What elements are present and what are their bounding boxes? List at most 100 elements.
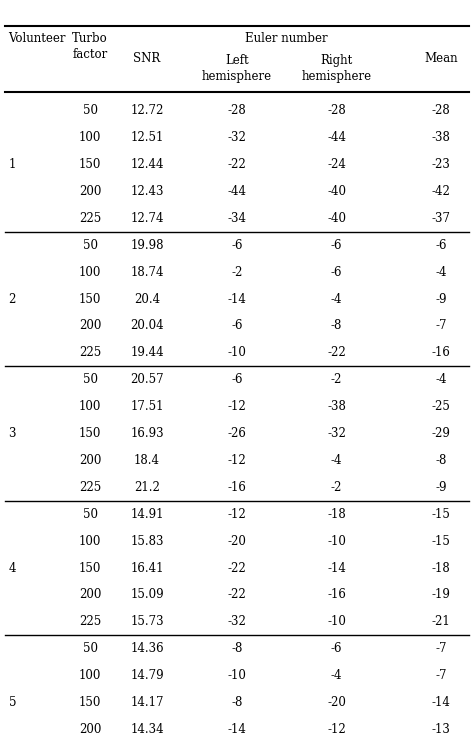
Text: -38: -38: [327, 400, 346, 413]
Text: -40: -40: [327, 185, 346, 198]
Text: -4: -4: [435, 373, 447, 386]
Text: -20: -20: [327, 696, 346, 709]
Text: 15.83: 15.83: [130, 534, 164, 548]
Text: -22: -22: [228, 562, 246, 575]
Text: 14.79: 14.79: [130, 669, 164, 682]
Text: -4: -4: [331, 293, 342, 306]
Text: 3: 3: [9, 427, 16, 440]
Text: -9: -9: [435, 481, 447, 494]
Text: -15: -15: [431, 534, 450, 548]
Text: -4: -4: [435, 265, 447, 279]
Text: Left
hemisphere: Left hemisphere: [202, 54, 272, 83]
Text: 14.34: 14.34: [130, 723, 164, 736]
Text: -12: -12: [228, 508, 246, 521]
Text: 21.2: 21.2: [134, 481, 160, 494]
Text: 225: 225: [79, 615, 101, 629]
Text: -14: -14: [228, 723, 246, 736]
Text: 19.98: 19.98: [130, 239, 164, 252]
Text: 200: 200: [79, 185, 101, 198]
Text: -2: -2: [331, 373, 342, 386]
Text: SNR: SNR: [133, 52, 161, 66]
Text: 150: 150: [79, 158, 101, 171]
Text: -8: -8: [231, 642, 243, 655]
Text: Right
hemisphere: Right hemisphere: [301, 54, 372, 83]
Text: -22: -22: [228, 588, 246, 601]
Text: -42: -42: [431, 185, 450, 198]
Text: 200: 200: [79, 723, 101, 736]
Text: -22: -22: [228, 158, 246, 171]
Text: 16.41: 16.41: [130, 562, 164, 575]
Text: -28: -28: [327, 104, 346, 117]
Text: -16: -16: [431, 346, 450, 360]
Text: 12.43: 12.43: [130, 185, 164, 198]
Text: 225: 225: [79, 212, 101, 225]
Text: -12: -12: [228, 454, 246, 467]
Text: 19.44: 19.44: [130, 346, 164, 360]
Text: -28: -28: [228, 104, 246, 117]
Text: -9: -9: [435, 293, 447, 306]
Text: 18.4: 18.4: [134, 454, 160, 467]
Text: 14.17: 14.17: [130, 696, 164, 709]
Text: 4: 4: [9, 562, 16, 575]
Text: -16: -16: [327, 588, 346, 601]
Text: -32: -32: [228, 615, 246, 629]
Text: -10: -10: [228, 669, 246, 682]
Text: -18: -18: [327, 508, 346, 521]
Text: -7: -7: [435, 669, 447, 682]
Text: Euler number: Euler number: [246, 32, 328, 45]
Text: -25: -25: [431, 400, 450, 413]
Text: 100: 100: [79, 131, 101, 144]
Text: 20.4: 20.4: [134, 293, 160, 306]
Text: 225: 225: [79, 346, 101, 360]
Text: -4: -4: [331, 669, 342, 682]
Text: -10: -10: [327, 534, 346, 548]
Text: 150: 150: [79, 696, 101, 709]
Text: 15.73: 15.73: [130, 615, 164, 629]
Text: 17.51: 17.51: [130, 400, 164, 413]
Text: 200: 200: [79, 588, 101, 601]
Text: -16: -16: [228, 481, 246, 494]
Text: -10: -10: [228, 346, 246, 360]
Text: -14: -14: [327, 562, 346, 575]
Text: 2: 2: [9, 293, 16, 306]
Text: 200: 200: [79, 319, 101, 332]
Text: 50: 50: [82, 508, 98, 521]
Text: -8: -8: [231, 696, 243, 709]
Text: -6: -6: [331, 239, 342, 252]
Text: 50: 50: [82, 642, 98, 655]
Text: 50: 50: [82, 239, 98, 252]
Text: Volunteer: Volunteer: [9, 32, 66, 45]
Text: -6: -6: [331, 265, 342, 279]
Text: 100: 100: [79, 534, 101, 548]
Text: 14.91: 14.91: [130, 508, 164, 521]
Text: -14: -14: [431, 696, 450, 709]
Text: -6: -6: [231, 239, 243, 252]
Text: -29: -29: [431, 427, 450, 440]
Text: -8: -8: [331, 319, 342, 332]
Text: -44: -44: [327, 131, 346, 144]
Text: -18: -18: [431, 562, 450, 575]
Text: 100: 100: [79, 669, 101, 682]
Text: -21: -21: [431, 615, 450, 629]
Text: 20.04: 20.04: [130, 319, 164, 332]
Text: 12.74: 12.74: [130, 212, 164, 225]
Text: -13: -13: [431, 723, 450, 736]
Text: -7: -7: [435, 319, 447, 332]
Text: -23: -23: [431, 158, 450, 171]
Text: -40: -40: [327, 212, 346, 225]
Text: -34: -34: [228, 212, 246, 225]
Text: -2: -2: [331, 481, 342, 494]
Text: 1: 1: [9, 158, 16, 171]
Text: -28: -28: [431, 104, 450, 117]
Text: -26: -26: [228, 427, 246, 440]
Text: 18.74: 18.74: [130, 265, 164, 279]
Text: -37: -37: [431, 212, 450, 225]
Text: -22: -22: [327, 346, 346, 360]
Text: 5: 5: [9, 696, 16, 709]
Text: 12.51: 12.51: [130, 131, 164, 144]
Text: 50: 50: [82, 373, 98, 386]
Text: -24: -24: [327, 158, 346, 171]
Text: 225: 225: [79, 481, 101, 494]
Text: -6: -6: [231, 373, 243, 386]
Text: 16.93: 16.93: [130, 427, 164, 440]
